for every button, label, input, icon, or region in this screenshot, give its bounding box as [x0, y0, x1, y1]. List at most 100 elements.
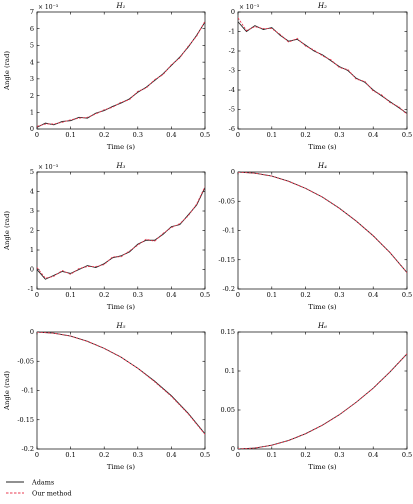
- x-tick-label: 0: [236, 451, 240, 459]
- x-tick-label: 0.2: [99, 451, 109, 459]
- y-tick-label: 1: [30, 246, 34, 254]
- panel-title: H₁: [116, 2, 126, 10]
- x-axis-label: Time (s): [107, 303, 135, 311]
- panel-title: H₂: [317, 2, 327, 10]
- y-axis-label: Angle (rad): [3, 51, 11, 91]
- y-tick-label: -0.2: [222, 285, 235, 293]
- x-tick-label: 0.4: [166, 131, 176, 139]
- legend: Adams Our method: [6, 478, 72, 497]
- y-tick-label: 2: [30, 92, 34, 100]
- series-adams: [37, 332, 205, 435]
- x-tick-label: 0: [35, 131, 39, 139]
- y-axis-label: Angle (rad): [3, 371, 11, 411]
- panel-title: H₆: [317, 322, 327, 330]
- series-our-method: [37, 332, 205, 435]
- y-tick-label: 0.1: [225, 367, 235, 375]
- x-tick-label: 0.3: [133, 131, 143, 139]
- x-tick-label: 0.1: [267, 451, 277, 459]
- x-tick-label: 0: [236, 131, 240, 139]
- y-tick-label: 5: [30, 42, 34, 50]
- x-tick-label: 0.1: [65, 291, 75, 299]
- y-tick-label: 0: [231, 8, 235, 16]
- y-tick-label: 0: [231, 168, 235, 176]
- x-tick-label: 0.1: [267, 131, 277, 139]
- x-axis-label: Time (s): [107, 143, 135, 151]
- y-tick-label: 3: [30, 207, 34, 215]
- series-adams: [37, 187, 205, 280]
- series-our-method: [238, 172, 407, 273]
- series-our-method: [238, 353, 407, 449]
- y-tick-label: 6: [30, 25, 34, 33]
- axis-scale-label: × 10⁻³: [239, 4, 260, 11]
- x-tick-label: 0: [35, 291, 39, 299]
- plot-frame: [237, 171, 408, 290]
- y-tick-label: -0.2: [21, 445, 34, 453]
- y-tick-label: -0.05: [17, 357, 34, 365]
- y-tick-label: -0.15: [218, 256, 235, 264]
- x-tick-label: 0.1: [65, 451, 75, 459]
- x-tick-label: 0.5: [200, 291, 210, 299]
- x-tick-label: 0.3: [334, 131, 344, 139]
- y-tick-label: 0: [30, 328, 34, 336]
- y-tick-label: -1: [28, 285, 34, 293]
- legend-label: Our method: [32, 489, 72, 497]
- y-tick-label: 0: [30, 266, 34, 274]
- y-tick-label: -1: [229, 28, 235, 36]
- x-tick-label: 0.2: [300, 451, 310, 459]
- y-tick-label: -0.1: [21, 387, 34, 395]
- panel-2: 0 0.1 0.2 0.3 0.4 0.5 -6 -5 -4 -3 -2 -1 0 H₂ × 10⁻³ Tim…: [229, 2, 413, 151]
- x-tick-label: 0.1: [65, 131, 75, 139]
- x-tick-label: 0.2: [300, 131, 310, 139]
- panel-title: H₄: [317, 162, 327, 170]
- x-tick-label: 0.4: [368, 131, 378, 139]
- x-tick-label: 0.2: [300, 291, 310, 299]
- plot-frame: [36, 11, 206, 130]
- x-tick-label: 0.3: [334, 291, 344, 299]
- x-tick-label: 0: [236, 291, 240, 299]
- y-tick-label: -4: [229, 86, 235, 94]
- x-tick-label: 0.2: [99, 131, 109, 139]
- y-tick-label: -0.1: [222, 227, 235, 235]
- y-tick-label: 0: [30, 125, 34, 133]
- legend-label: Adams: [31, 478, 54, 486]
- x-tick-label: 0.3: [334, 451, 344, 459]
- x-tick-label: 0.3: [133, 291, 143, 299]
- x-tick-label: 0.5: [402, 131, 412, 139]
- x-axis-label: Time (s): [308, 463, 336, 471]
- axis-scale-label: × 10⁻³: [38, 4, 59, 11]
- y-tick-label: -0.05: [218, 197, 235, 205]
- axis-scale-label: × 10⁻³: [38, 164, 59, 171]
- x-tick-label: 0: [35, 451, 39, 459]
- y-tick-label: -2: [229, 47, 235, 55]
- x-axis-label: Time (s): [107, 463, 135, 471]
- x-axis-label: Time (s): [308, 303, 336, 311]
- x-tick-label: 0.4: [368, 291, 378, 299]
- series-adams: [238, 353, 407, 449]
- y-tick-label: -3: [229, 67, 235, 75]
- panel-title: H₃: [116, 162, 126, 170]
- y-tick-label: 7: [30, 8, 34, 16]
- x-tick-label: 0.3: [133, 451, 143, 459]
- panel-5: 0 0.1 0.2 0.3 0.4 0.5 -0.2 -0.15 -0.1 -0.05 0 H₅ Tim…: [3, 322, 210, 471]
- y-axis-label: Angle (rad): [3, 211, 11, 251]
- x-tick-label: 0.5: [200, 451, 210, 459]
- y-tick-label: 2: [30, 227, 34, 235]
- series-our-method: [37, 20, 205, 127]
- x-tick-label: 0.5: [402, 451, 412, 459]
- panel-title: H₅: [116, 322, 126, 330]
- y-tick-label: 1: [30, 108, 34, 116]
- plot-frame: [36, 331, 206, 450]
- x-tick-label: 0.4: [166, 291, 176, 299]
- series-adams: [238, 172, 407, 273]
- x-tick-label: 0.5: [402, 291, 412, 299]
- series-our-method: [37, 186, 205, 279]
- y-tick-label: 4: [30, 58, 34, 66]
- series-our-method: [238, 17, 407, 115]
- x-tick-label: 0.4: [166, 451, 176, 459]
- panel-4: 0 0.1 0.2 0.3 0.4 0.5 -0.2 -0.15 -0.1 -0.05 0 H₄ Tim…: [218, 162, 412, 311]
- y-tick-label: -6: [229, 125, 235, 133]
- series-adams: [238, 21, 407, 114]
